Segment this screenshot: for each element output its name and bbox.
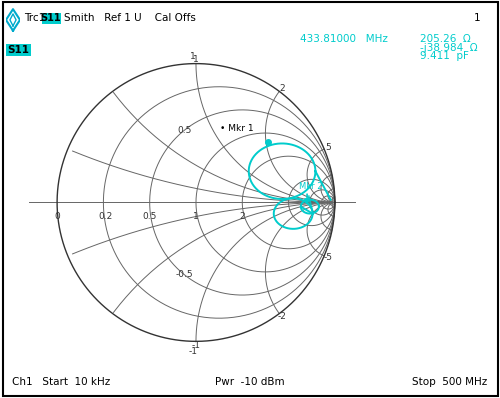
- Text: 1: 1: [193, 55, 199, 64]
- Text: 2: 2: [279, 84, 284, 93]
- Text: 2: 2: [240, 212, 245, 221]
- Text: Stop  500 MHz: Stop 500 MHz: [412, 377, 488, 387]
- Text: 1: 1: [190, 52, 196, 61]
- Text: S11: S11: [40, 13, 62, 23]
- Text: -2: -2: [278, 312, 286, 322]
- Text: Trc1: Trc1: [24, 13, 45, 23]
- Text: 0.5: 0.5: [178, 126, 192, 135]
- Text: -0.5: -0.5: [176, 270, 194, 279]
- Text: -1: -1: [188, 347, 198, 355]
- Text: Mkr 2: Mkr 2: [298, 181, 322, 191]
- Text: S11: S11: [8, 45, 30, 55]
- Text: -1: -1: [192, 341, 200, 350]
- Text: 0.2: 0.2: [98, 212, 112, 221]
- Text: Smith   Ref 1 U    Cal Offs: Smith Ref 1 U Cal Offs: [64, 13, 196, 23]
- Text: -j38.984  Ω: -j38.984 Ω: [420, 43, 478, 53]
- Text: Ch1   Start  10 kHz: Ch1 Start 10 kHz: [12, 377, 111, 387]
- Text: 0: 0: [54, 212, 60, 221]
- Text: 1: 1: [474, 13, 480, 23]
- Text: 433.81000   MHz: 433.81000 MHz: [300, 34, 388, 44]
- Text: 5: 5: [325, 143, 331, 152]
- Text: 9.411  pF: 9.411 pF: [420, 51, 469, 61]
- Text: -5: -5: [324, 253, 332, 262]
- Text: 205.26  Ω: 205.26 Ω: [420, 34, 471, 44]
- Text: Pwr  -10 dBm: Pwr -10 dBm: [215, 377, 285, 387]
- Text: 1: 1: [193, 212, 199, 221]
- Text: • Mkr 1: • Mkr 1: [220, 124, 253, 133]
- Text: 0.5: 0.5: [142, 212, 156, 221]
